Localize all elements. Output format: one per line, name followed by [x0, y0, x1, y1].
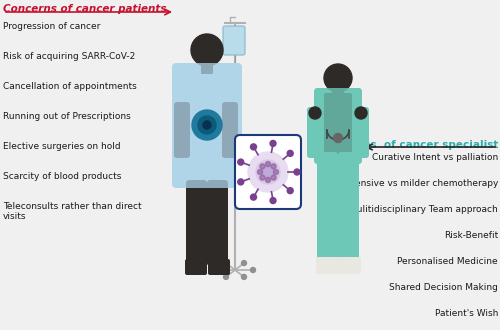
Circle shape	[214, 268, 220, 273]
Circle shape	[324, 64, 352, 92]
Circle shape	[250, 194, 256, 200]
FancyBboxPatch shape	[207, 180, 228, 266]
Text: Risk-Benefit: Risk-Benefit	[444, 231, 498, 240]
FancyBboxPatch shape	[353, 107, 369, 158]
Text: Concerns of cancer patients: Concerns of cancer patients	[3, 4, 166, 14]
FancyBboxPatch shape	[172, 63, 242, 188]
Circle shape	[270, 141, 276, 147]
Circle shape	[198, 116, 216, 134]
Circle shape	[271, 164, 276, 169]
Text: Personalised Medicine: Personalised Medicine	[398, 257, 498, 266]
FancyBboxPatch shape	[314, 88, 362, 164]
Circle shape	[224, 275, 228, 280]
Circle shape	[250, 144, 256, 150]
FancyBboxPatch shape	[332, 87, 344, 99]
Text: Intensive vs milder chemotherapy: Intensive vs milder chemotherapy	[342, 179, 498, 188]
FancyBboxPatch shape	[316, 257, 340, 274]
Text: Running out of Prescriptions: Running out of Prescriptions	[3, 112, 131, 121]
Circle shape	[238, 159, 244, 165]
Text: Patient's Wish: Patient's Wish	[434, 309, 498, 318]
Circle shape	[191, 34, 223, 66]
FancyBboxPatch shape	[338, 152, 359, 263]
Circle shape	[258, 170, 262, 175]
FancyBboxPatch shape	[188, 72, 226, 173]
Circle shape	[270, 198, 276, 204]
Circle shape	[238, 179, 244, 185]
Text: Cancellation of appointments: Cancellation of appointments	[3, 82, 137, 91]
FancyBboxPatch shape	[223, 26, 245, 55]
Circle shape	[242, 261, 246, 266]
FancyBboxPatch shape	[324, 93, 352, 157]
Circle shape	[266, 161, 270, 167]
Text: Challenges  of cancer specialist: Challenges of cancer specialist	[312, 140, 498, 150]
FancyBboxPatch shape	[172, 63, 242, 188]
Circle shape	[334, 134, 342, 143]
Circle shape	[274, 170, 278, 175]
Circle shape	[260, 175, 265, 180]
FancyBboxPatch shape	[174, 102, 190, 158]
Circle shape	[262, 166, 274, 178]
Circle shape	[287, 150, 293, 156]
Circle shape	[242, 275, 246, 280]
Text: Curative Intent vs palliation: Curative Intent vs palliation	[372, 153, 498, 162]
Circle shape	[224, 261, 228, 266]
Text: Teleconsults rather than direct
visits: Teleconsults rather than direct visits	[3, 202, 141, 221]
Text: Shared Decision Making: Shared Decision Making	[389, 283, 498, 292]
FancyBboxPatch shape	[314, 88, 362, 164]
FancyBboxPatch shape	[208, 259, 230, 275]
Circle shape	[256, 160, 280, 184]
Circle shape	[203, 121, 211, 129]
Circle shape	[271, 175, 276, 180]
FancyBboxPatch shape	[337, 257, 361, 274]
Text: Elective surgeries on hold: Elective surgeries on hold	[3, 142, 120, 151]
Circle shape	[248, 152, 288, 192]
FancyBboxPatch shape	[222, 102, 238, 158]
FancyBboxPatch shape	[307, 107, 323, 158]
FancyBboxPatch shape	[186, 180, 207, 266]
Text: Mulitidisciplinary Team approach: Mulitidisciplinary Team approach	[349, 205, 498, 214]
Circle shape	[309, 107, 321, 119]
FancyBboxPatch shape	[185, 259, 207, 275]
FancyBboxPatch shape	[235, 135, 301, 209]
Text: Risk of acquiring SARR-CoV-2: Risk of acquiring SARR-CoV-2	[3, 52, 135, 61]
FancyBboxPatch shape	[201, 62, 213, 74]
Circle shape	[287, 188, 293, 194]
Circle shape	[266, 178, 270, 182]
Text: Progression of cancer: Progression of cancer	[3, 22, 100, 31]
Circle shape	[192, 110, 222, 140]
Text: Scarcity of blood products: Scarcity of blood products	[3, 172, 122, 181]
Circle shape	[294, 169, 300, 175]
Circle shape	[260, 164, 265, 169]
FancyBboxPatch shape	[317, 152, 338, 263]
Circle shape	[250, 268, 256, 273]
Circle shape	[355, 107, 367, 119]
